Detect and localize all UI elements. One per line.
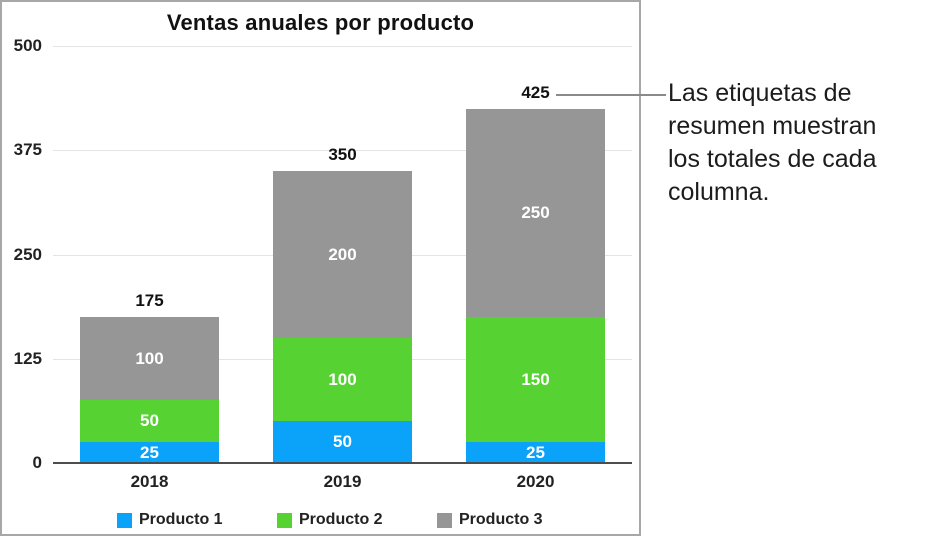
- bar-segment-2020-producto-2: 150: [466, 317, 605, 443]
- bar-2019: 50 100 200: [273, 171, 412, 463]
- gridline-375: [53, 150, 632, 152]
- bar-segment-2018-producto-2: 50: [80, 400, 219, 443]
- chart-title: Ventas anuales por producto: [166, 10, 475, 35]
- plot-area: 25 50 100 50 100 200 25 150 250: [53, 46, 632, 464]
- legend-label: Producto 2: [299, 511, 383, 528]
- y-tick-label-500: 500: [13, 36, 42, 55]
- bar-segment-2020-producto-1: 25: [466, 442, 605, 463]
- chart-legend: Producto 1 Producto 2 Producto 3: [53, 511, 632, 531]
- legend-entry-producto-1: Producto 1: [117, 511, 223, 529]
- total-label-2018: 175: [135, 291, 164, 311]
- legend-label: Producto 3: [459, 511, 543, 528]
- x-axis-line: [53, 462, 632, 464]
- bar-segment-2018-producto-3: 100: [80, 317, 219, 401]
- legend-swatch-icon: [277, 512, 292, 528]
- y-tick-label-250: 250: [13, 244, 42, 264]
- bar-segment-2019-producto-2: 100: [273, 337, 412, 422]
- y-tick-label-0: 0: [32, 453, 42, 472]
- bar-segment-2019-producto-1: 50: [273, 421, 412, 463]
- bar-2020: 25 150 250: [466, 108, 605, 463]
- y-tick-label-125: 125: [13, 348, 42, 368]
- bar-segment-2019-producto-3: 200: [273, 171, 412, 338]
- legend-entry-producto-2: Producto 2: [277, 511, 383, 529]
- category-label-2018: 2018: [130, 472, 169, 491]
- gridline-500: [53, 46, 632, 47]
- total-label-2020: 425: [521, 82, 550, 102]
- y-tick-label-375: 375: [13, 140, 42, 160]
- annotation-text: Las etiquetas de resumen muestran los to…: [668, 79, 877, 206]
- category-label-2019: 2019: [323, 472, 362, 491]
- chart-panel: Ventas anuales por producto 25 50 100 50 100…: [0, 0, 641, 536]
- callout-line: [556, 94, 666, 96]
- bar-segment-2018-producto-1: 25: [80, 442, 219, 463]
- legend-swatch-icon: [117, 512, 132, 528]
- category-label-2020: 2020: [516, 472, 555, 491]
- total-label-2019: 350: [328, 145, 357, 165]
- legend-label: Producto 1: [139, 511, 223, 528]
- bar-2018: 25 50 100: [80, 317, 219, 463]
- bar-segment-2020-producto-3: 250: [466, 108, 605, 318]
- legend-entry-producto-3: Producto 3: [437, 511, 543, 529]
- legend-swatch-icon: [437, 512, 452, 528]
